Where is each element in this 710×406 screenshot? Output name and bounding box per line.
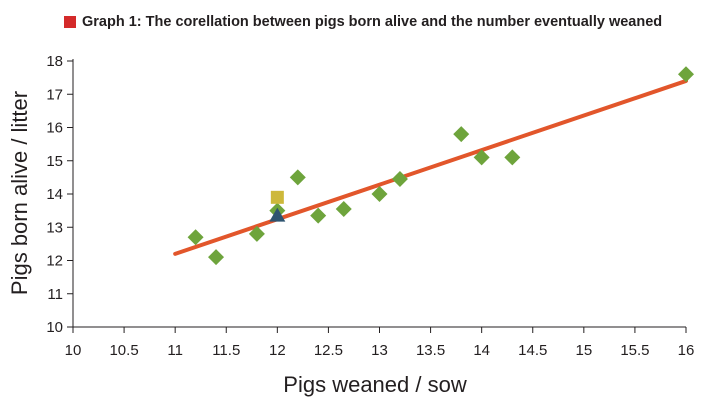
- y-tick-label: 16: [46, 120, 63, 137]
- diamond-point: [473, 149, 490, 166]
- x-tick-label: 16: [678, 342, 695, 359]
- y-tick-label: 12: [46, 253, 63, 270]
- diamond-point: [208, 249, 225, 266]
- chart-title: Graph 1: The corellation between pigs bo…: [82, 14, 663, 30]
- y-axis-title: Pigs born alive / litter: [7, 91, 32, 295]
- data-points: [187, 66, 694, 266]
- x-tick-label: 15.5: [620, 342, 649, 359]
- diamond-point: [678, 66, 694, 83]
- diamond-point: [335, 200, 352, 217]
- x-tick-label: 13.5: [416, 342, 445, 359]
- y-tick-label: 14: [46, 186, 63, 203]
- triangle-point: [269, 207, 286, 222]
- diamond-point: [187, 229, 204, 246]
- x-tick-label: 10: [65, 342, 82, 359]
- x-tick-label: 10.5: [109, 342, 138, 359]
- y-tick-label: 10: [46, 319, 63, 336]
- x-tick-label: 12: [269, 342, 286, 359]
- square-point: [270, 190, 284, 204]
- x-tick-label: 14: [473, 342, 490, 359]
- trendline-layer: [173, 78, 688, 256]
- diamond-point: [310, 207, 327, 224]
- y-tick-label: 17: [46, 86, 63, 103]
- axes: 10 11 12 13 14 15 16 17 18 10 10.5 11 11.5 12 12.5 13 13…: [46, 53, 694, 359]
- diamond-point: [504, 149, 521, 166]
- x-tick-label: 11: [167, 342, 183, 359]
- y-tick-label: 13: [46, 219, 63, 236]
- y-tick-label: 11: [47, 286, 63, 303]
- y-tick-label: 15: [46, 153, 63, 170]
- trendline: [173, 78, 688, 256]
- x-tick-label: 13: [371, 342, 388, 359]
- x-axis-title: Pigs weaned / sow: [283, 372, 467, 397]
- y-tick-label: 18: [46, 53, 63, 70]
- diamond-point: [248, 225, 265, 242]
- x-tick-label: 14.5: [518, 342, 547, 359]
- chart-title-row: Graph 1: The corellation between pigs bo…: [64, 11, 662, 33]
- diamond-point: [289, 169, 306, 186]
- x-tick-label: 12.5: [314, 342, 343, 359]
- x-tick-label: 11.5: [212, 342, 240, 359]
- diamond-point: [391, 171, 408, 188]
- title-marker-square: [64, 16, 76, 28]
- diamond-point: [371, 186, 388, 202]
- diamond-point: [453, 126, 470, 143]
- x-tick-label: 15: [575, 342, 592, 359]
